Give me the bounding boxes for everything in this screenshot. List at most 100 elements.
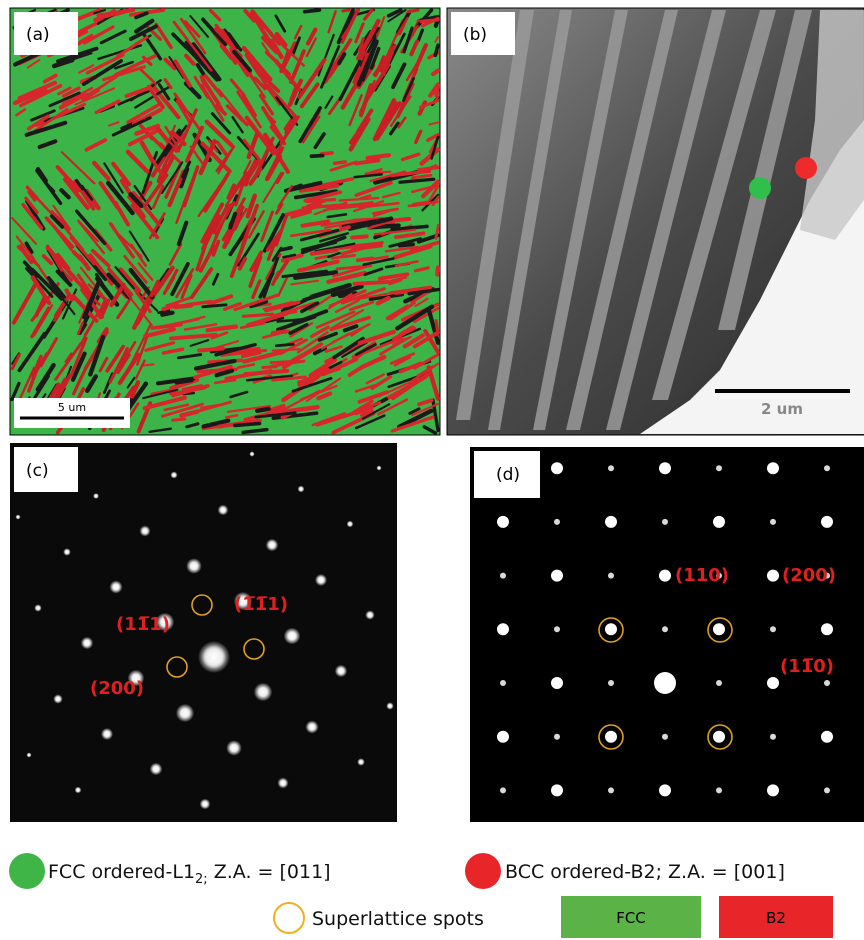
lamella [433, 71, 438, 75]
fcc-marker [749, 177, 771, 199]
scale-label: 5 um [58, 401, 86, 414]
spot [81, 637, 93, 649]
lamella [257, 409, 268, 411]
lamella [414, 203, 428, 205]
bcc-legend: BCC ordered-B2; Z.A. = [001] [505, 861, 785, 883]
lamella [368, 155, 389, 158]
spot [377, 466, 382, 471]
spot [824, 787, 830, 793]
lamella [263, 367, 276, 368]
spot [554, 519, 560, 525]
spot [315, 574, 327, 586]
spot [101, 728, 113, 740]
spot [821, 623, 833, 635]
spot [93, 493, 99, 499]
lamella [335, 162, 346, 163]
spot [298, 486, 305, 493]
spot [278, 778, 289, 789]
spot [654, 672, 676, 694]
spot [365, 610, 374, 619]
panel-label: (a) [26, 25, 50, 45]
spot [16, 515, 21, 520]
lamella [173, 419, 185, 420]
spot [254, 683, 273, 702]
figure: (a) 5 um (b) 2 um (c) (1 [0, 0, 864, 940]
spot [63, 548, 71, 556]
lamella [419, 167, 438, 169]
spot [551, 462, 563, 474]
spot [27, 753, 32, 758]
spot [713, 731, 725, 743]
spot [266, 539, 279, 552]
spot [824, 680, 830, 686]
spot [176, 704, 194, 722]
spot [767, 677, 779, 689]
spot [605, 516, 617, 528]
panel-label: (c) [26, 461, 49, 481]
lamella [203, 305, 226, 307]
spot [497, 731, 509, 743]
spot [500, 573, 506, 579]
spot [551, 677, 563, 689]
miller-index: (11̅0) [780, 656, 834, 677]
spot [608, 465, 614, 471]
lamella [243, 314, 272, 316]
spot [824, 465, 830, 471]
superlattice-symbol [274, 903, 304, 933]
lamella [235, 423, 260, 425]
panel-a: (a) 5 um [10, 8, 440, 435]
spot [34, 604, 41, 611]
spot [500, 680, 506, 686]
bcc-marker [795, 157, 817, 179]
miller-index: (110) [675, 565, 729, 586]
lamella [321, 153, 331, 154]
spot [497, 516, 509, 528]
spot [605, 623, 617, 635]
lamella [271, 361, 294, 362]
spot [140, 526, 151, 537]
spot [821, 516, 833, 528]
spot [357, 758, 365, 766]
lamella [352, 236, 366, 237]
spot [170, 471, 177, 478]
spot [554, 626, 560, 632]
spot [186, 558, 202, 574]
spot [767, 570, 779, 582]
lamella [436, 87, 438, 96]
b2-box-label: B2 [766, 909, 786, 927]
lamella [311, 156, 322, 157]
spot [284, 628, 301, 645]
fcc-box-label: FCC [616, 909, 646, 927]
scale-label: 2 um [761, 400, 803, 418]
central-spot [198, 641, 230, 673]
miller-index: (1̅1̅1) [234, 594, 288, 615]
spot [226, 740, 242, 756]
bcc-symbol [465, 853, 501, 889]
lamella [395, 292, 409, 293]
spot [713, 623, 725, 635]
spot [551, 570, 563, 582]
lamella [421, 20, 438, 22]
lamella [436, 321, 438, 335]
spot [497, 623, 509, 635]
spot [554, 734, 560, 740]
fcc-legend: FCC ordered-L12; Z.A. = [011] [48, 861, 331, 887]
spot [218, 505, 229, 516]
spot [659, 570, 671, 582]
fcc-symbol [9, 853, 45, 889]
lamella [437, 268, 438, 275]
spot [767, 462, 779, 474]
spot [770, 626, 776, 632]
spot [662, 734, 668, 740]
diffraction-pattern [470, 447, 864, 822]
fcc-tail: Z.A. = [011] [208, 861, 331, 883]
spot [713, 516, 725, 528]
spot [608, 573, 614, 579]
miller-index: (11̅1) [116, 614, 170, 635]
spot [150, 763, 163, 776]
fcc-text: FCC ordered-L1 [48, 861, 195, 883]
spot [335, 665, 347, 677]
lamella [276, 344, 293, 345]
lamella [391, 219, 409, 221]
spot [75, 787, 82, 794]
